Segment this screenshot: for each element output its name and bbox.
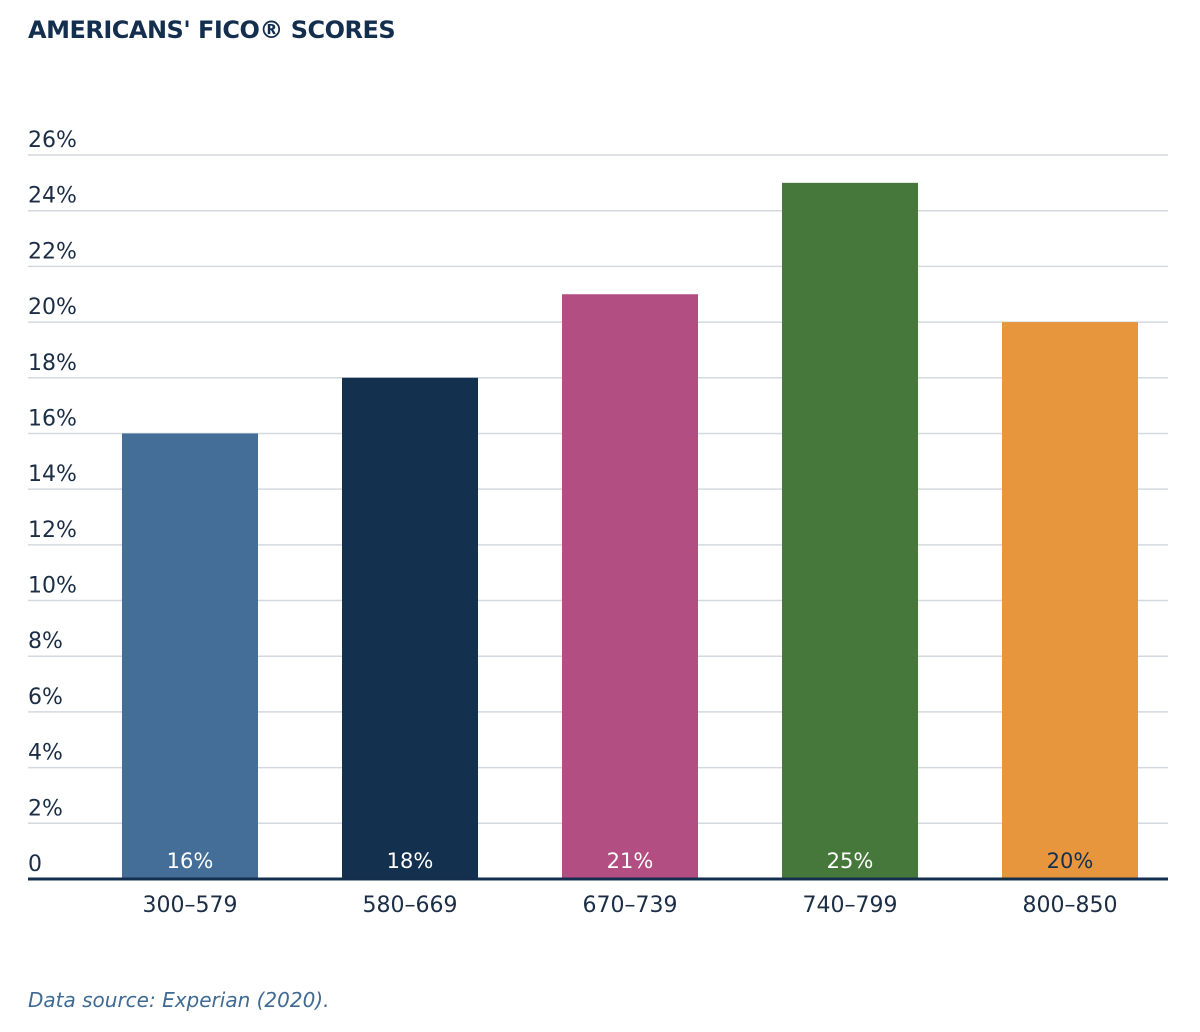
x-tick-label-0: 300–579 [143,893,238,918]
y-tick-label: 18% [28,351,77,376]
bar-2 [562,294,698,879]
data-label-3: 25% [827,849,874,873]
x-tick-label-2: 670–739 [583,893,678,918]
data-labels: 16% 18% 21% 25% 20% [167,849,1094,873]
y-tick-label: 4% [28,741,63,766]
x-tick-label-3: 740–799 [803,893,898,918]
y-tick-label: 14% [28,462,77,487]
x-axis-ticks: 300–579 580–669 670–739 740–799 800–850 [143,893,1118,918]
y-tick-label: 8% [28,629,63,654]
y-tick-label: 26% [28,128,77,153]
y-tick-label: 0 [28,852,42,877]
y-tick-label: 6% [28,685,63,710]
y-axis-ticks: 0 2% 4% 6% 8% 10% 12% 14% 16% 18% 20% 22% 24% 26% [28,128,77,877]
y-tick-label: 10% [28,574,77,599]
chart-title: AMERICANS' FICO® SCORES [28,16,396,44]
x-tick-label-4: 800–850 [1023,893,1118,918]
y-tick-label: 2% [28,796,63,821]
y-tick-label: 24% [28,184,77,209]
y-tick-label: 20% [28,295,77,320]
y-tick-label: 16% [28,406,77,431]
x-tick-label-1: 580–669 [363,893,458,918]
data-source-note: Data source: Experian (2020). [28,988,330,1012]
data-label-2: 21% [607,849,654,873]
y-tick-label: 22% [28,239,77,264]
data-label-4: 20% [1047,849,1094,873]
bars [122,182,1138,880]
bar-1 [342,377,478,879]
bar-4 [1002,322,1138,880]
data-label-1: 18% [387,849,434,873]
data-label-0: 16% [167,849,214,873]
bar-0 [122,433,258,879]
bar-3 [782,182,918,879]
y-tick-label: 12% [28,518,77,543]
